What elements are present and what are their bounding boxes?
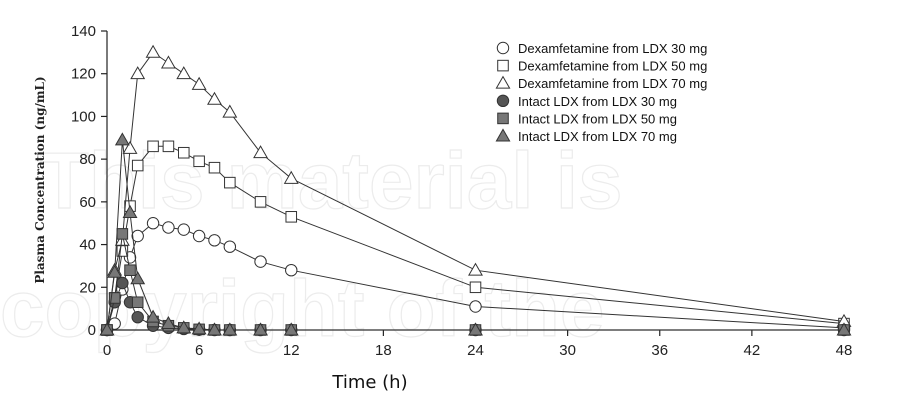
- data-point: [162, 140, 175, 153]
- data-point: [468, 322, 483, 336]
- legend-marker: [496, 94, 510, 108]
- data-point: [191, 321, 207, 335]
- data-point: [162, 221, 175, 234]
- data-point: [145, 309, 161, 323]
- data-point: [193, 155, 205, 168]
- x-tick-label: 42: [744, 342, 761, 359]
- legend-marker: [495, 128, 511, 142]
- data-point: [283, 322, 299, 336]
- data-point: [222, 104, 238, 118]
- data-point: [114, 132, 130, 146]
- data-point: [177, 223, 190, 236]
- data-point: [108, 292, 121, 304]
- data-point: [131, 296, 144, 309]
- series-6: [99, 132, 852, 336]
- data-point: [145, 44, 161, 58]
- x-tick-label: 24: [467, 342, 484, 359]
- data-point: [285, 211, 298, 223]
- data-point: [116, 276, 129, 290]
- y-tick-label: 80: [79, 151, 96, 168]
- x-tick-label: 18: [375, 342, 392, 359]
- data-point: [207, 91, 222, 105]
- data-point: [208, 234, 221, 247]
- data-point: [116, 228, 129, 240]
- watermark-line-1: This material is: [40, 136, 622, 225]
- data-point: [283, 170, 299, 184]
- legend-marker: [496, 41, 510, 55]
- data-point: [254, 196, 267, 208]
- data-point: [131, 310, 144, 324]
- legend-marker: [495, 75, 511, 89]
- data-point: [285, 263, 298, 277]
- data-point: [146, 216, 160, 230]
- y-axis-title: Plasma Concentration (ng/mL): [33, 76, 47, 283]
- legend-label: Intact LDX from LDX 50 mg: [518, 111, 677, 126]
- y-tick-label: 120: [71, 66, 96, 83]
- data-point: [224, 176, 236, 189]
- legend: Dexamfetamine from LDX 30 mg Dexamfetamin…: [495, 41, 707, 144]
- data-point: [131, 159, 144, 172]
- x-tick-label: 48: [836, 342, 853, 359]
- x-tick-label: 6: [195, 342, 203, 359]
- data-point: [836, 322, 852, 336]
- x-tick-label: 30: [559, 342, 576, 359]
- data-point: [124, 264, 136, 276]
- y-tick-label: 140: [71, 23, 96, 40]
- legend-marker: [497, 59, 509, 72]
- data-point: [254, 255, 267, 268]
- data-point: [107, 264, 123, 278]
- data-point: [122, 204, 138, 218]
- x-tick-label: 0: [103, 342, 111, 359]
- data-point: [253, 145, 269, 159]
- data-point: [160, 315, 176, 330]
- legend-label: Intact LDX from LDX 30 mg: [518, 94, 677, 109]
- data-point: [160, 55, 176, 69]
- data-point: [130, 271, 146, 285]
- data-point: [130, 66, 146, 80]
- legend-label: Dexamfetamine from LDX 70 mg: [518, 76, 707, 91]
- y-tick-label: 60: [79, 194, 96, 211]
- legend-label: Dexamfetamine from LDX 30 mg: [518, 41, 707, 56]
- x-axis-title: Time (h): [331, 372, 407, 393]
- data-point: [468, 262, 483, 276]
- y-tick-label: 40: [79, 237, 96, 254]
- data-point: [192, 229, 206, 243]
- data-point: [191, 76, 207, 90]
- series-group: [99, 44, 852, 337]
- data-point: [131, 229, 144, 243]
- legend-label: Dexamfetamine from LDX 50 mg: [518, 59, 707, 74]
- data-point: [207, 322, 222, 336]
- data-point: [99, 322, 115, 336]
- data-point: [469, 300, 482, 313]
- legend-marker: [497, 112, 509, 125]
- y-tick-label: 0: [88, 322, 96, 339]
- data-point: [208, 161, 221, 174]
- data-point: [176, 66, 192, 80]
- y-tick-label: 20: [79, 279, 96, 296]
- data-point: [223, 240, 237, 253]
- data-point: [222, 322, 238, 336]
- data-point: [469, 281, 482, 294]
- x-tick-label: 12: [283, 342, 300, 359]
- x-tick-label: 36: [651, 342, 668, 359]
- legend-label: Intact LDX from LDX 70 mg: [518, 129, 677, 144]
- data-point: [147, 140, 159, 153]
- data-point: [177, 146, 190, 159]
- y-tick-label: 100: [71, 108, 96, 125]
- data-point: [176, 320, 192, 334]
- data-point: [253, 322, 269, 336]
- data-point: [122, 140, 138, 154]
